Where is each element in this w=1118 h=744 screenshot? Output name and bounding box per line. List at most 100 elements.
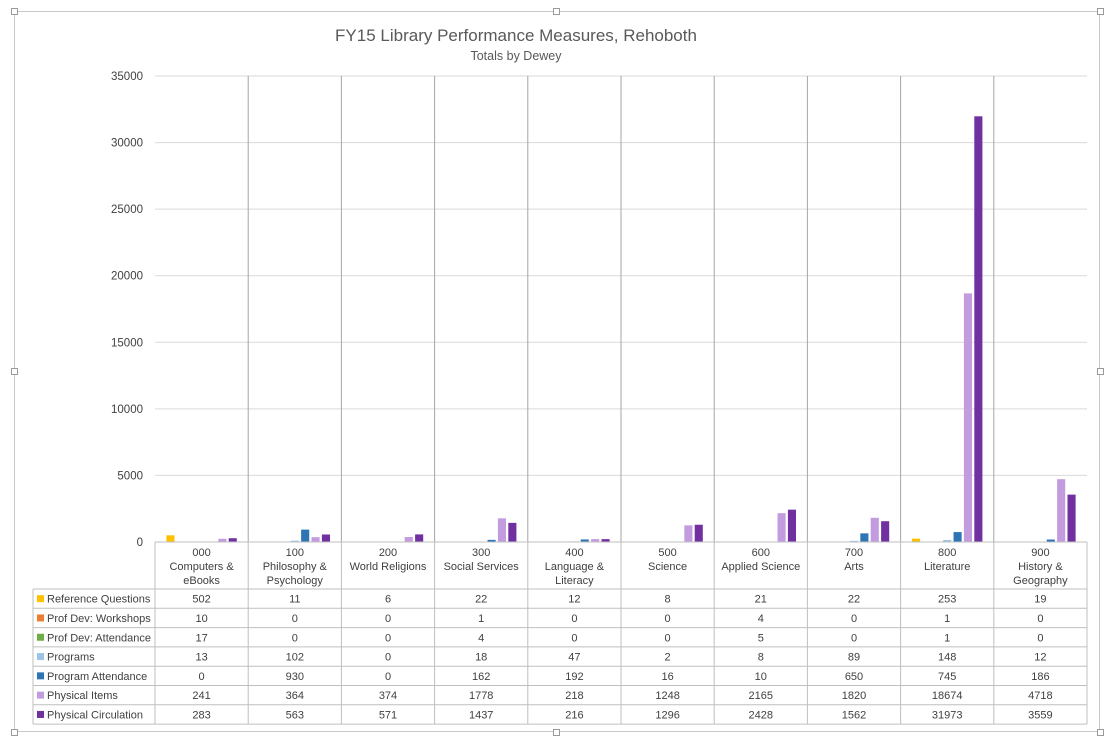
category-label: Applied Science [721,561,800,573]
table-cell: 102 [286,652,304,664]
table-cell: 218 [565,690,583,702]
table-cell: 0 [1037,632,1043,644]
category-label: Literacy [555,575,594,587]
category-label: 300 [472,547,490,559]
category-label: Geography [1013,575,1068,587]
bar [953,532,962,542]
table-cell: 216 [565,709,583,721]
table-cell: 0 [385,613,391,625]
table-cell: 10 [195,613,207,625]
resize-handle-bottom-right[interactable] [1097,729,1104,736]
category-label: Social Services [444,561,520,573]
bar [321,534,331,542]
table-cell: 745 [938,671,956,683]
bars [166,116,1076,543]
table-cell: 1 [944,632,950,644]
legend-key [37,614,44,622]
table-cell: 0 [851,613,857,625]
category-label: 400 [565,547,583,559]
category-label: 800 [938,547,956,559]
category-label: Literature [924,561,970,573]
category-label: Computers & [169,561,234,573]
table-cell: 22 [848,594,860,606]
resize-handle-right[interactable] [1097,368,1104,375]
bar [849,540,859,542]
category-label: Language & [545,561,605,573]
table-cell: 0 [385,671,391,683]
bar [860,533,869,542]
table-cell: 2 [665,652,671,664]
table-cell: 0 [199,671,205,683]
category-label: 500 [658,547,676,559]
bar [497,518,507,542]
table-cell: 283 [192,709,210,721]
bar [228,538,237,542]
table-cell: 12 [568,594,580,606]
table-cell: 162 [472,671,490,683]
table-cell: 1437 [469,709,493,721]
table-cell: 12 [1034,652,1046,664]
table-cell: 650 [845,671,863,683]
resize-handle-top-right[interactable] [1097,8,1104,15]
legend-label: Prof Dev: Attendance [47,632,151,644]
table-cell: 0 [571,632,577,644]
table-cell: 0 [292,613,298,625]
y-tick-label: 15000 [111,337,143,349]
bar [311,537,320,542]
y-tick-label: 10000 [111,404,143,416]
table-cell: 0 [385,652,391,664]
table-cell: 192 [565,671,583,683]
bar [943,540,952,542]
table-cell: 3559 [1028,709,1052,721]
legend-label: Physical Items [47,690,118,702]
legend-label: Programs [47,652,95,664]
resize-handle-top-left[interactable] [11,8,18,15]
category-label: World Religions [350,561,427,573]
bar [1046,539,1055,542]
bar [415,534,424,542]
bar [911,538,921,542]
table-cell: 571 [379,709,397,721]
table-cell: 563 [286,709,304,721]
resize-handle-top[interactable] [553,8,560,15]
table-cell: 6 [385,594,391,606]
table-cell: 0 [665,613,671,625]
table-cell: 148 [938,652,956,664]
table-cell: 0 [571,613,577,625]
table-cell: 31973 [932,709,963,721]
bar [870,517,879,542]
bar [1067,494,1076,542]
bar [1057,479,1066,542]
resize-handle-bottom[interactable] [553,729,560,736]
table-cell: 253 [938,594,956,606]
resize-handle-left[interactable] [11,368,18,375]
table-cell: 374 [379,690,397,702]
bar [166,535,175,542]
table-cell: 0 [385,632,391,644]
table-cell: 0 [1037,613,1043,625]
table-cell: 502 [192,594,210,606]
chart-title: FY15 Library Performance Measures, Rehob… [335,26,697,45]
resize-handle-bottom-left[interactable] [11,729,18,736]
table-cell: 18 [475,652,487,664]
table-cell: 186 [1031,671,1049,683]
y-tick-label: 35000 [111,71,143,83]
table-cell: 10 [755,671,767,683]
table-cell: 16 [661,671,673,683]
category-label: 900 [1031,547,1049,559]
bar [787,509,797,542]
category-label: Arts [844,561,864,573]
bar [580,539,589,542]
table-cell: 364 [286,690,304,702]
table-cell: 1778 [469,690,493,702]
table-cell: 8 [665,594,671,606]
table-cell: 19 [1034,594,1046,606]
bar [508,522,517,542]
table-cell: 0 [665,632,671,644]
table-cell: 930 [286,671,304,683]
table-cell: 1820 [842,690,866,702]
table-cell: 4718 [1028,690,1052,702]
table-cell: 0 [292,632,298,644]
